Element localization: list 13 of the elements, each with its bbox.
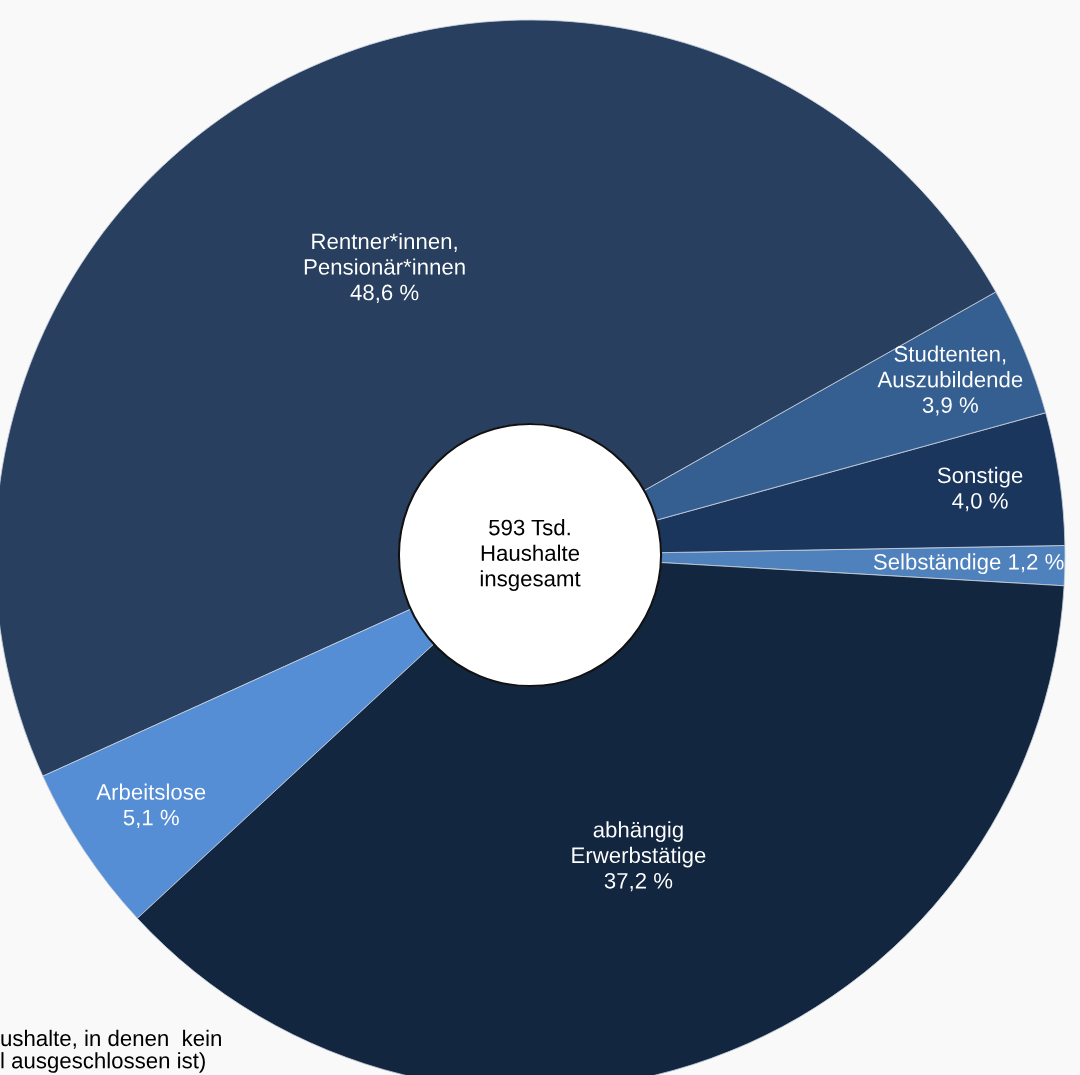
slice-label: Arbeitslose (96, 783, 206, 800)
data-label: 5,1 % (123, 809, 179, 829)
slice-label: Studtenten, Auszubildende (877, 345, 1023, 388)
slice-label: Sonstige (937, 466, 1023, 488)
slice-label: Rentner*innen, Pensionär*innen (304, 232, 465, 275)
slice-label: Selbständige 1,2 % (873, 553, 1064, 575)
text: 593 Tsd. Haushalte insgesamt (480, 519, 581, 591)
data-label: 4,0 % (952, 492, 1008, 512)
data-label: 48,6 % (350, 284, 419, 303)
data-label: 37,2 % (604, 872, 673, 892)
text: ushalte, in denen kein l ausgeschlossen ist) (1, 1029, 221, 1073)
slice-label: abhängig Erwerbstätige (572, 821, 706, 868)
data-label: 3,9 % (922, 397, 978, 416)
